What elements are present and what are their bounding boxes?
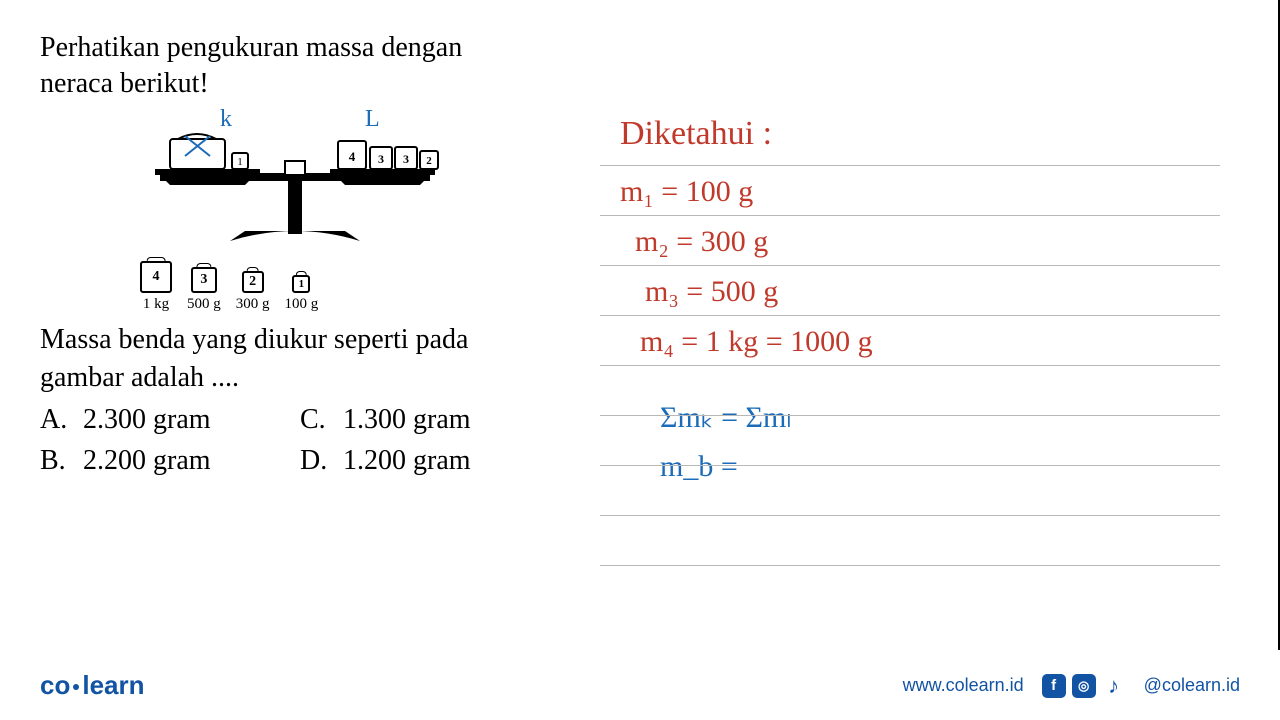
weight-box-4: 4 (140, 261, 172, 293)
paper-rule-line (600, 215, 1220, 216)
balance-svg: 1 4 3 3 2 (130, 131, 460, 251)
weight-label-1: 100 g (285, 296, 319, 313)
paper-rule-line (600, 465, 1220, 466)
option-b-letter: B. (40, 441, 68, 482)
logo-part2: learn (82, 670, 144, 700)
question-title: Perhatikan pengukuran massa dengan nerac… (40, 30, 580, 103)
svg-text:1: 1 (237, 156, 243, 168)
paper-rule-line (600, 315, 1220, 316)
footer: colearn www.colearn.id f ◎ ♪ @colearn.id (0, 650, 1280, 720)
paper-rule-line (600, 365, 1220, 366)
body-line2: gambar adalah .... (40, 362, 239, 393)
weight-label-4: 1 kg (143, 296, 169, 313)
label-k: k (220, 106, 232, 133)
paper-rule-line (600, 565, 1220, 566)
option-b: B. 2.200 gram (40, 441, 300, 482)
facebook-icon: f (1042, 674, 1066, 698)
option-c: C. 1.300 gram (300, 400, 560, 441)
weight-legend-2: 2 300 g (236, 271, 270, 313)
weight-legend-3: 3 500 g (187, 267, 221, 313)
social-icons: f ◎ ♪ (1042, 674, 1126, 698)
weight-box-2: 2 (242, 271, 264, 293)
logo-dot (73, 684, 79, 690)
solution-column: Diketahui : m₁ = 100 g m₂ = 300 g m₃ = 5… (600, 30, 1240, 640)
weight-legend-4: 4 1 kg (140, 261, 172, 313)
hw-mb: m_b = (660, 450, 738, 484)
balance-diagram: k L 1 (130, 111, 460, 251)
paper-rule-line (600, 415, 1220, 416)
svg-text:3: 3 (378, 152, 384, 166)
paper-rule-line (600, 165, 1220, 166)
weight-box-1: 1 (292, 275, 310, 293)
brand-logo: colearn (40, 670, 145, 701)
hw-title: Diketahui : (620, 115, 772, 153)
option-a: A. 2.300 gram (40, 400, 300, 441)
question-column: Perhatikan pengukuran massa dengan nerac… (40, 30, 600, 640)
option-d: D. 1.200 gram (300, 441, 560, 482)
option-d-text: 1.200 gram (343, 441, 471, 482)
option-b-text: 2.200 gram (83, 441, 211, 482)
footer-right: www.colearn.id f ◎ ♪ @colearn.id (903, 674, 1240, 698)
hw-m1: m₁ = 100 g (620, 175, 753, 209)
option-c-text: 1.300 gram (343, 400, 471, 441)
weight-label-3: 500 g (187, 296, 221, 313)
option-a-text: 2.300 gram (83, 400, 211, 441)
option-d-letter: D. (300, 441, 328, 482)
svg-text:4: 4 (349, 149, 356, 164)
body-line1: Massa benda yang diukur seperti pada (40, 324, 468, 355)
main-content: Perhatikan pengukuran massa dengan nerac… (0, 0, 1280, 640)
tiktok-icon: ♪ (1102, 674, 1126, 698)
title-line2: neraca berikut! (40, 68, 209, 99)
footer-url: www.colearn.id (903, 675, 1024, 696)
option-a-letter: A. (40, 400, 68, 441)
weight-label-2: 300 g (236, 296, 270, 313)
paper-rule-line (600, 265, 1220, 266)
logo-part1: co (40, 670, 70, 700)
svg-text:2: 2 (426, 155, 432, 167)
question-body: Massa benda yang diukur seperti pada gam… (40, 321, 580, 397)
title-line1: Perhatikan pengukuran massa dengan (40, 32, 462, 63)
option-c-letter: C. (300, 400, 328, 441)
hw-m2: m₂ = 300 g (635, 225, 768, 259)
footer-handle: @colearn.id (1144, 675, 1240, 696)
hw-m4: m₄ = 1 kg = 1000 g (640, 325, 873, 359)
hw-sum: Σmₖ = Σmₗ (660, 400, 791, 435)
lined-paper: Diketahui : m₁ = 100 g m₂ = 300 g m₃ = 5… (600, 120, 1240, 640)
weight-legend-1: 1 100 g (285, 275, 319, 313)
paper-rule-line (600, 515, 1220, 516)
weights-legend: 4 1 kg 3 500 g 2 300 g 1 100 g (140, 261, 580, 313)
options-grid: A. 2.300 gram C. 1.300 gram B. 2.200 gra… (40, 400, 580, 481)
label-l: L (365, 106, 380, 133)
hw-m3: m₃ = 500 g (645, 275, 778, 309)
svg-text:3: 3 (403, 152, 409, 166)
weight-box-3: 3 (191, 267, 217, 293)
instagram-icon: ◎ (1072, 674, 1096, 698)
